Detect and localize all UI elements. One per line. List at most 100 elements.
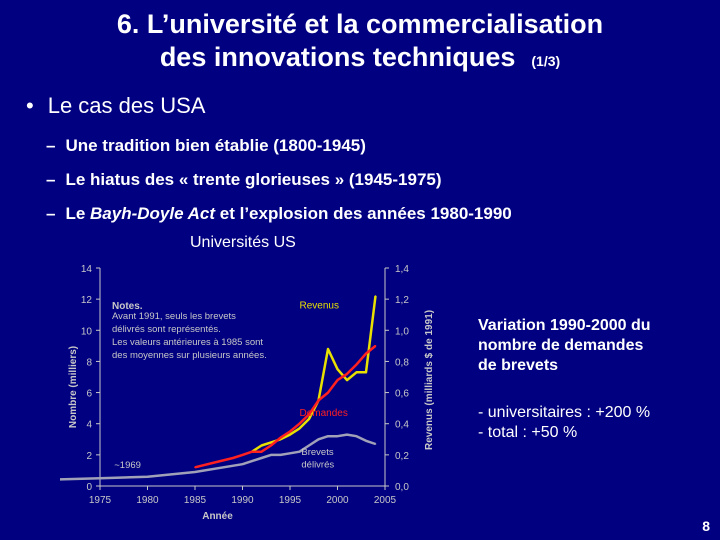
data-point: [317, 399, 320, 402]
dash-text-1: Une tradition bien établie (1800-1945): [65, 136, 366, 155]
series-label-brevets-1: Brevets: [301, 447, 333, 458]
data-point: [260, 444, 263, 447]
data-point: [270, 454, 272, 456]
data-point: [355, 435, 358, 437]
y-tick-label-right: 0,0: [395, 482, 409, 493]
x-tick-label: 1985: [184, 495, 207, 506]
y-tick-label-left: 6: [86, 389, 92, 400]
data-point: [241, 454, 244, 456]
data-point: [213, 461, 215, 464]
chart-title: Universités US: [190, 234, 296, 251]
series-demandes-line: [194, 344, 377, 469]
variation-note: Variation 1990-2000 du nombre de demande…: [478, 316, 651, 376]
y-tick-label-right: 0,8: [395, 357, 409, 368]
title-line-1: 6. L’université et la commercialisation: [116, 9, 604, 39]
data-point: [289, 433, 291, 436]
data-point: [298, 427, 301, 430]
dash-icon: –: [46, 136, 56, 155]
data-point: [365, 440, 367, 442]
data-point: [260, 450, 263, 453]
data-point: [298, 450, 301, 453]
x-axis-label: Année: [202, 511, 233, 522]
y-tick-label-left: 8: [86, 357, 92, 368]
data-point: [365, 352, 367, 355]
data-point: [374, 443, 377, 445]
page-number: 8: [702, 518, 710, 534]
y-tick-label-left: 10: [81, 326, 93, 337]
y-tick-label-left: 14: [81, 264, 93, 275]
chart-note-line: Avant 1991, seuls les brevets: [112, 311, 236, 322]
data-point: [279, 436, 282, 439]
bullet-main: • Le cas des USA: [26, 93, 205, 119]
data-point: [251, 450, 253, 453]
series-label-demandes: Demandes: [300, 408, 348, 419]
y-tick-label-left: 12: [81, 295, 93, 306]
y-tick-label-right: 0,2: [395, 451, 409, 462]
slide-title: 6. L’université et la commercialisation …: [60, 8, 660, 78]
plot-area: [100, 268, 385, 486]
chart-note-line: Notes.: [112, 301, 143, 312]
data-point: [355, 371, 358, 374]
variation-line-2: nombre de demandes: [478, 337, 644, 354]
series-revenus-line: [251, 295, 377, 453]
data-point: [241, 463, 244, 465]
x-tick-label: 2000: [326, 495, 349, 506]
data-point: [336, 379, 339, 381]
growth-line-1: - universitaires : +200 %: [478, 404, 651, 421]
y-tick-label-right: 1,0: [395, 326, 409, 337]
data-point: [289, 452, 291, 455]
variation-line-1: Variation 1990-2000 du: [478, 317, 651, 334]
y-tick-label-left: 0: [86, 482, 92, 493]
data-point: [346, 379, 348, 381]
data-point: [308, 444, 310, 447]
y-axis-label-left: Nombre (milliers): [68, 346, 79, 428]
data-point: [260, 457, 263, 459]
dash-item-2: – Le hiatus des « trente glorieuses » (19…: [46, 170, 442, 190]
data-point: [194, 471, 196, 473]
y-tick-label-right: 1,4: [395, 264, 409, 275]
title-counter: (1/3): [531, 53, 561, 69]
data-point: [374, 295, 377, 297]
data-point: [270, 441, 272, 444]
dash-item-3: – Le Bayh-Doyle Act et l’explosion des an…: [46, 204, 512, 224]
x-tick-label: 2005: [374, 495, 397, 506]
annotation-1969: ~1969: [114, 460, 141, 471]
y-tick-label-right: 0,4: [395, 420, 409, 431]
dash-text-3-pre: Le: [65, 204, 91, 223]
y-tick-label-left: 4: [86, 420, 92, 431]
series-label-brevets-2: délivrés: [301, 459, 334, 470]
y-tick-label-right: 1,2: [395, 295, 409, 306]
title-line-2: des innovations techniques (1/3): [60, 41, 660, 78]
data-point: [308, 413, 310, 416]
y-tick-label-left: 2: [86, 451, 92, 462]
data-point: [317, 438, 320, 441]
x-tick-label: 1990: [231, 495, 254, 506]
data-point: [99, 477, 101, 480]
data-point: [374, 345, 377, 347]
y-tick-label-right: 0,6: [395, 389, 409, 400]
title-line-2-text: des innovations techniques: [159, 42, 516, 72]
growth-note: - universitaires : +200 % - total : +50 …: [478, 403, 650, 443]
y-axis-label-right: Revenus (milliards $ de 1991): [424, 310, 435, 450]
dash-item-1: – Une tradition bien établie (1800-1945): [46, 136, 366, 156]
data-point: [270, 444, 272, 447]
data-point: [289, 430, 291, 433]
data-point: [346, 433, 348, 436]
data-point: [308, 418, 310, 420]
chart-note-line: des moyennes sur plusieurs années.: [112, 350, 267, 361]
chart-note-line: délivrés sont représentés.: [112, 324, 221, 335]
dash-text-2: Le hiatus des « trente glorieuses » (194…: [65, 170, 442, 189]
dash-icon: –: [46, 170, 56, 189]
data-point: [194, 466, 196, 469]
dash-text-3-post: et l’explosion des années 1980-1990: [215, 204, 512, 223]
bullet-text: Le cas des USA: [47, 93, 206, 118]
chart-note-line: Les valeurs antérieures à 1985 sont: [112, 337, 263, 348]
data-point: [336, 435, 339, 437]
variation-line-3: de brevets: [478, 357, 559, 374]
data-point: [251, 460, 253, 462]
data-point: [298, 422, 301, 425]
data-point: [355, 363, 358, 366]
dash-text-3-em: Bayh-Doyle Act: [90, 204, 216, 223]
data-point: [279, 454, 282, 456]
bullet-dot-icon: •: [26, 93, 34, 118]
